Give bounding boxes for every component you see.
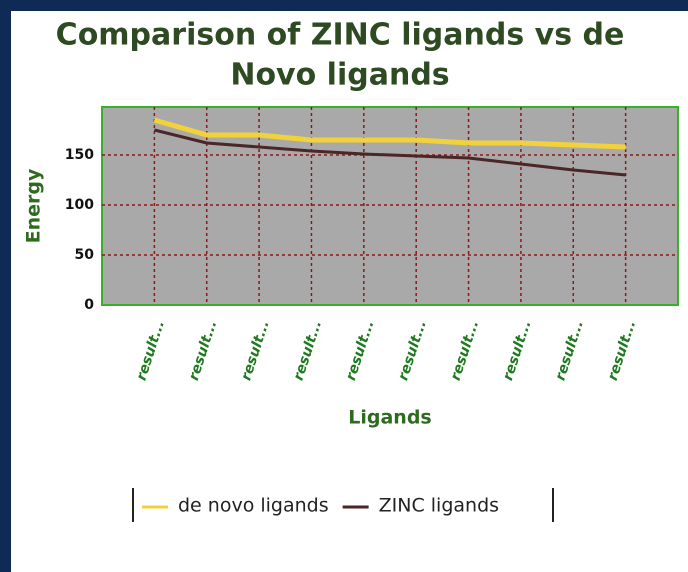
y-tick-label: 150 — [65, 147, 94, 163]
chart-title: Comparison of ZINC ligands vs de — [56, 18, 625, 53]
chart-title: Novo ligands — [230, 58, 449, 93]
y-tick-label: 0 — [84, 297, 94, 313]
legend-label: ZINC ligands — [379, 495, 499, 517]
x-tick-label: result... — [343, 319, 377, 383]
frame-left — [0, 0, 11, 572]
x-tick-label: result... — [186, 319, 220, 383]
y-tick-label: 50 — [75, 247, 95, 263]
x-tick-label: result... — [552, 319, 586, 383]
series-line — [154, 128, 626, 177]
x-axis-label: Ligands — [348, 407, 431, 429]
plot-area — [101, 106, 679, 306]
x-tick-label: result... — [448, 319, 482, 383]
x-tick-label: result... — [134, 319, 168, 383]
x-tick-label: result... — [395, 319, 429, 383]
x-tick-label: result... — [605, 319, 639, 383]
x-tick-label: result... — [238, 319, 272, 383]
y-axis-label: Energy — [23, 168, 45, 243]
legend-label: de novo ligands — [178, 495, 329, 517]
y-tick-label: 100 — [65, 197, 94, 213]
frame-top — [0, 0, 688, 11]
x-tick-label: result... — [291, 319, 325, 383]
x-tick-label: result... — [500, 319, 534, 383]
series-line — [153, 117, 626, 150]
